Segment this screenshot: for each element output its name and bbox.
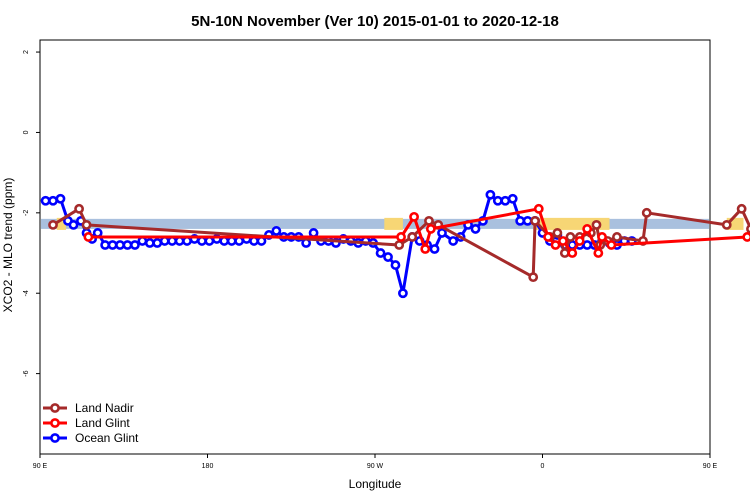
data-point <box>574 236 585 246</box>
data-point <box>308 228 319 238</box>
data-point <box>746 224 750 234</box>
land-mask-segment <box>384 217 403 230</box>
data-point <box>107 240 118 250</box>
data-point <box>485 189 496 200</box>
data-point <box>394 240 405 250</box>
data-point <box>55 193 66 204</box>
data-point <box>448 236 459 246</box>
data-point <box>736 203 747 214</box>
data-point <box>144 238 155 248</box>
data-point <box>470 224 481 234</box>
data-point <box>528 272 539 283</box>
data-point <box>522 215 533 226</box>
data-point <box>437 228 447 238</box>
data-point <box>721 219 732 230</box>
x-tick-label: 0 <box>541 463 545 470</box>
data-point <box>68 219 79 230</box>
y-axis-label: XCO2 - MLO trend (ppm) <box>1 178 15 313</box>
data-point <box>500 195 511 206</box>
y-tick-label: -4 <box>23 290 30 296</box>
legend-swatch-marker <box>50 403 60 413</box>
series-land-glint <box>83 203 750 258</box>
data-point <box>507 193 518 204</box>
data-point <box>375 248 386 258</box>
data-point <box>398 288 408 299</box>
x-tick-label: 90 E <box>703 463 718 470</box>
data-point <box>742 232 750 242</box>
x-tick-label: 90 E <box>33 463 48 470</box>
data-point <box>48 219 58 230</box>
data-point <box>530 215 540 226</box>
land-mask-segment <box>56 217 67 230</box>
data-point <box>558 236 568 246</box>
series-layer <box>40 189 750 299</box>
data-point <box>390 260 401 270</box>
data-point <box>533 203 544 214</box>
data-point <box>74 203 84 214</box>
reference-band-layer <box>41 218 709 229</box>
x-tick-label: 180 <box>202 463 214 470</box>
series-ocean-glint <box>40 189 637 299</box>
data-point <box>420 244 431 254</box>
y-axis: 2 0 -2 -4 -6 <box>23 50 40 377</box>
data-point <box>396 232 406 242</box>
data-point <box>593 248 604 258</box>
legend-item: Land Glint <box>43 416 130 430</box>
y-tick-label: 2 <box>23 50 30 54</box>
data-point <box>40 195 51 206</box>
y-tick-label: -6 <box>23 370 30 376</box>
data-point <box>582 224 593 234</box>
data-point <box>92 228 103 238</box>
data-point <box>115 240 125 250</box>
data-point <box>582 240 593 250</box>
data-point <box>48 195 58 206</box>
y-tick-label: 0 <box>23 130 30 134</box>
data-point <box>515 215 526 226</box>
chart-title: 5N-10N November (Ver 10) 2015-01-01 to 2… <box>191 13 559 30</box>
data-point <box>552 228 563 238</box>
data-point <box>597 232 607 242</box>
x-tick-label: 90 W <box>367 463 384 470</box>
data-point <box>550 240 561 250</box>
legend-swatch-marker <box>50 418 60 428</box>
data-point <box>271 226 282 236</box>
legend-swatch-marker <box>50 433 60 443</box>
y-tick-label: -2 <box>23 210 30 216</box>
data-point <box>383 252 393 262</box>
data-point <box>425 224 436 234</box>
data-point <box>130 240 140 250</box>
data-point <box>424 215 434 226</box>
data-point <box>641 207 652 218</box>
data-point <box>492 195 503 206</box>
data-point <box>122 240 133 250</box>
data-point <box>543 232 553 242</box>
data-point <box>81 219 92 230</box>
data-point <box>152 238 163 248</box>
data-point <box>591 219 602 230</box>
data-point <box>429 244 440 254</box>
x-axis: 90 E 180 90 W 0 90 E <box>33 454 718 470</box>
legend-label: Land Glint <box>75 416 130 430</box>
legend-item: Land Nadir <box>43 401 134 415</box>
legend-label: Ocean Glint <box>75 431 139 445</box>
data-point <box>567 248 578 258</box>
data-point <box>83 232 94 242</box>
data-point <box>565 232 576 242</box>
x-axis-label: Longitude <box>349 477 402 491</box>
reference-band <box>41 218 709 229</box>
data-point <box>606 240 617 250</box>
data-point <box>100 240 111 250</box>
data-point <box>407 232 418 242</box>
data-point <box>559 248 570 258</box>
data-point <box>612 232 622 242</box>
legend-item: Ocean Glint <box>43 431 139 445</box>
legend-label: Land Nadir <box>75 401 134 415</box>
data-point <box>409 211 419 222</box>
